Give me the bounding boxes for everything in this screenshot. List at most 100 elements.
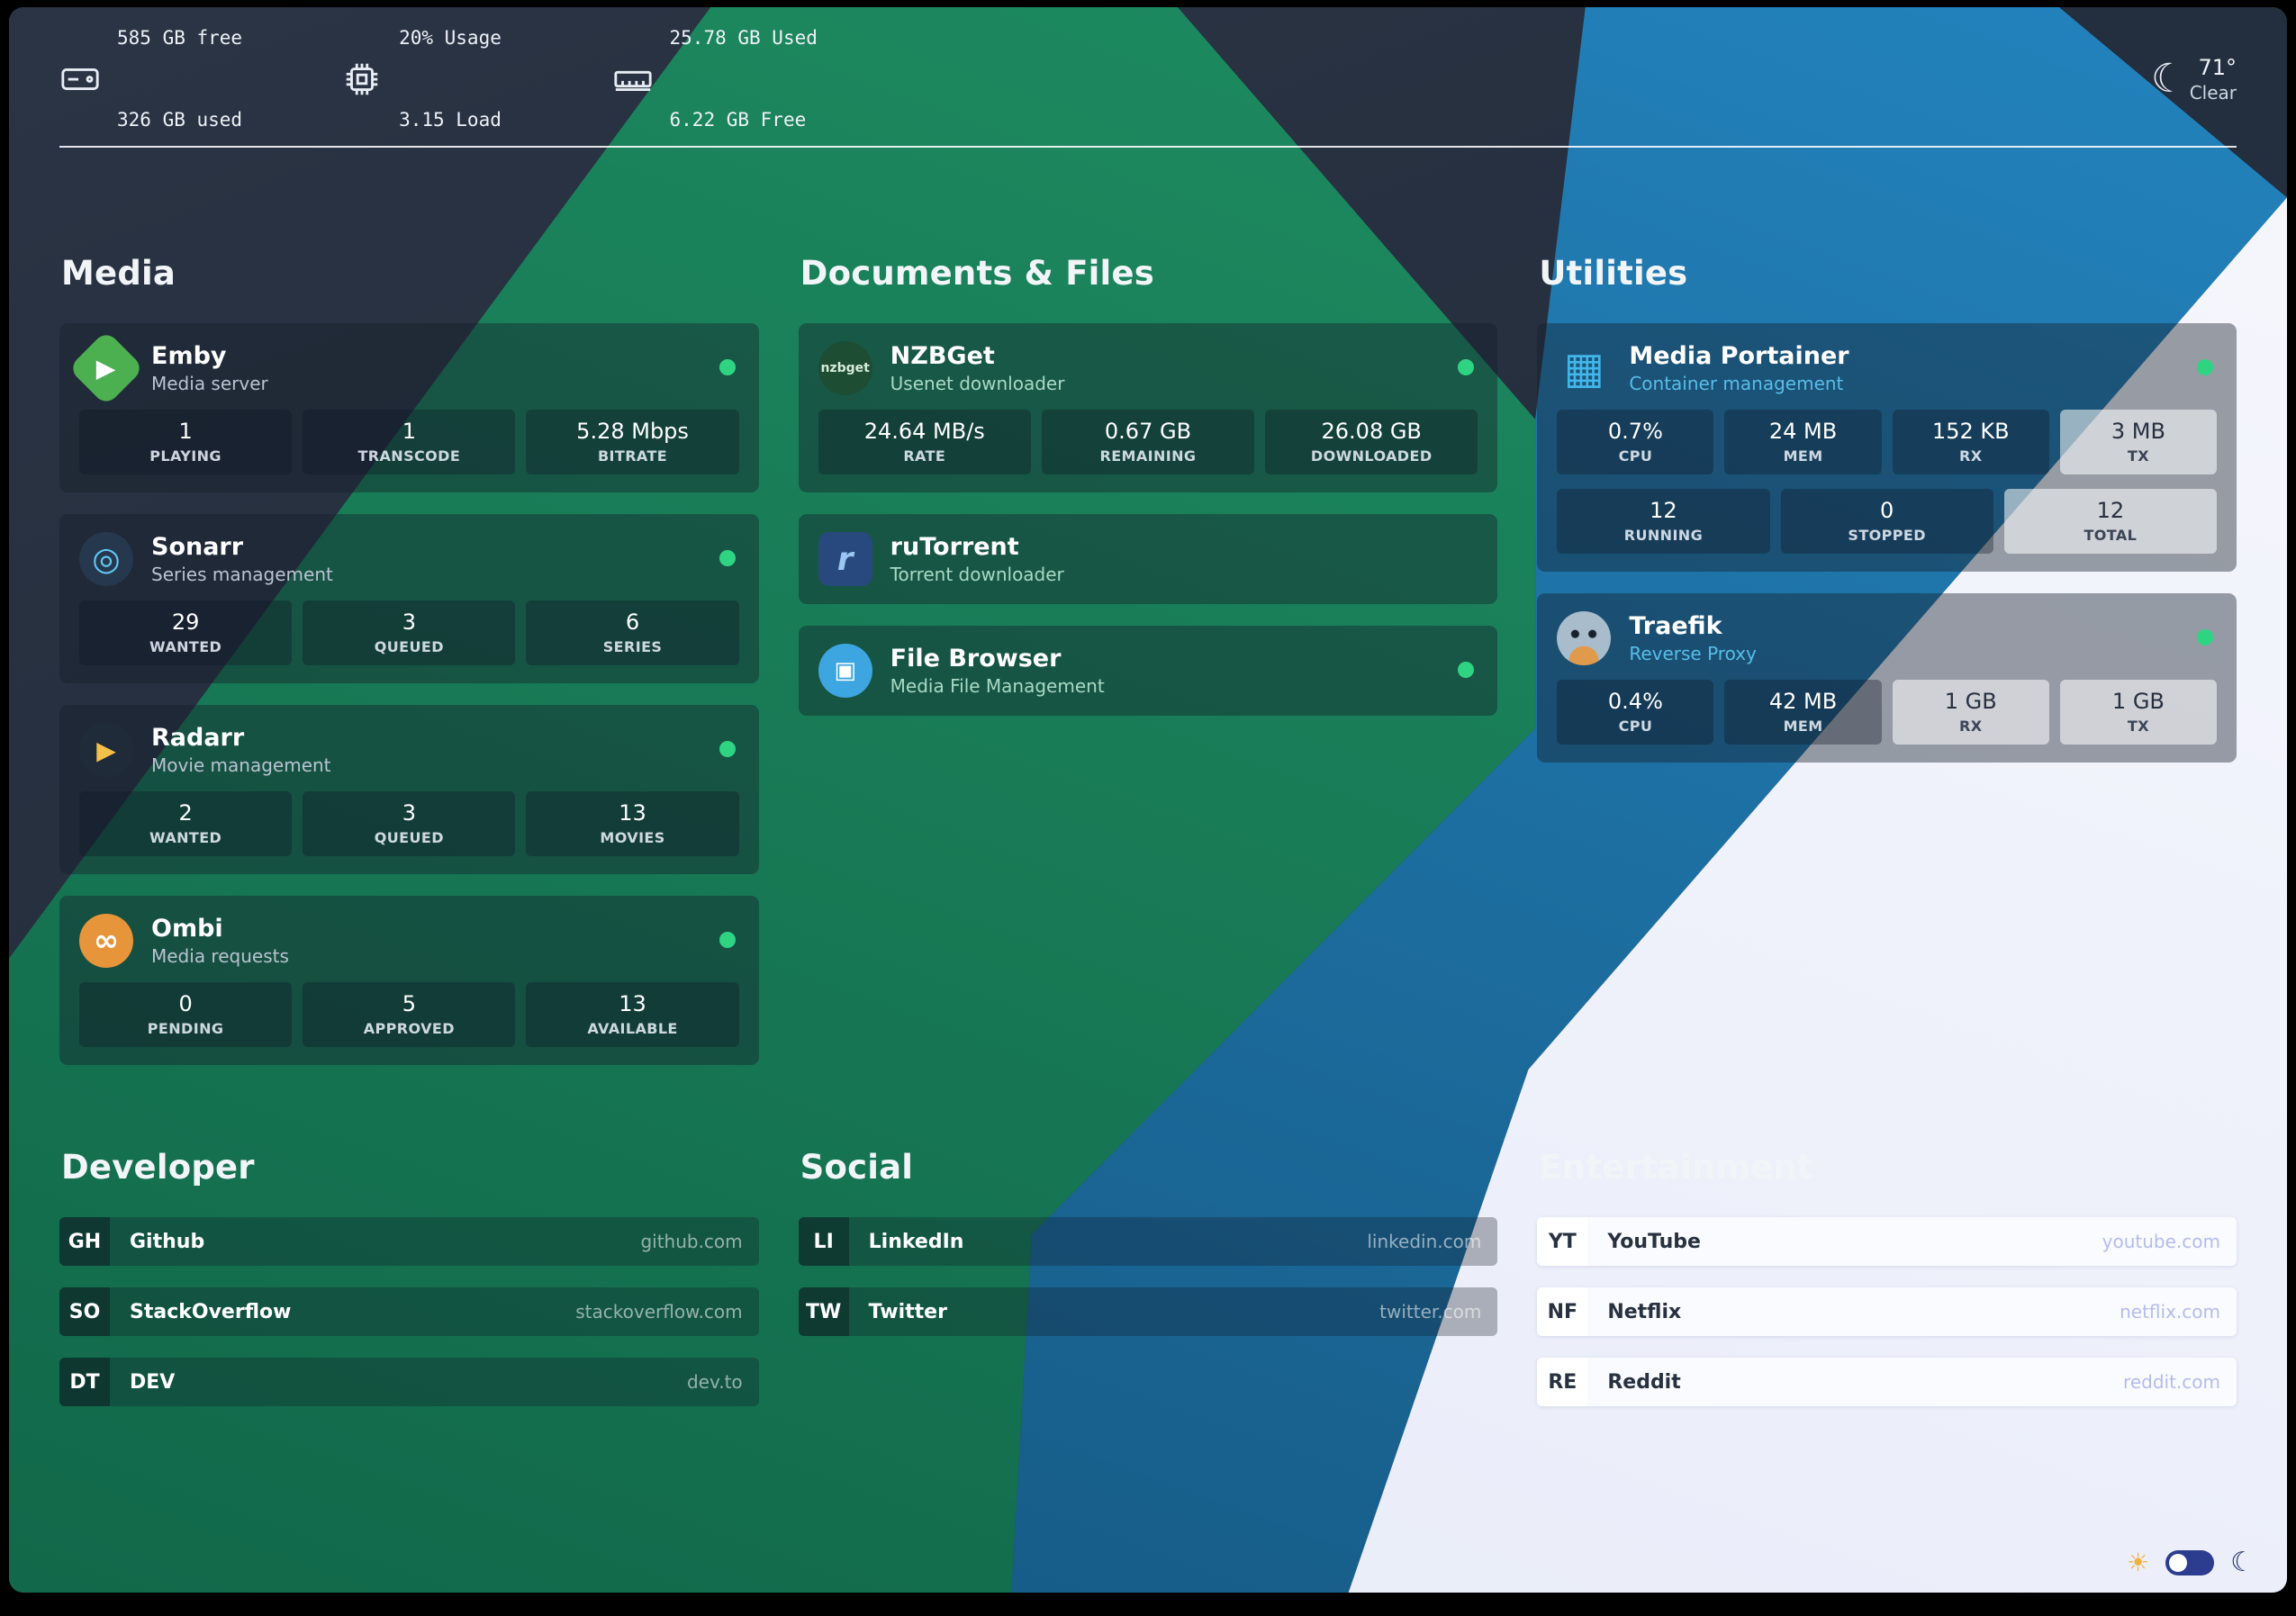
section-entertainment: Entertainment YT YouTube youtube.com NF … [1537, 1148, 2237, 1406]
bookmark-row-youtube[interactable]: YT YouTube youtube.com [1537, 1217, 2237, 1266]
stat-cpu: 0.4% CPU [1557, 680, 1714, 745]
stat-mem: 42 MB MEM [1724, 680, 1882, 745]
app-subtitle: Media requests [151, 945, 289, 967]
bookmark-label: StackOverflow [130, 1300, 292, 1323]
stat-mem: 24 MB MEM [1724, 410, 1882, 474]
stat-rx: 1 GB RX [1892, 680, 2049, 745]
stat-running: 12 RUNNING [1557, 489, 1770, 554]
theme-toggle-knob [2169, 1554, 2188, 1572]
ombi-icon: ∞ [79, 914, 133, 968]
cpu-metric: 20% Usage 3.15 Load [341, 7, 512, 189]
cpu-usage-text: 20% Usage [399, 27, 502, 50]
bookmark-url: reddit.com [2123, 1371, 2220, 1393]
traefik-icon [1557, 611, 1612, 665]
bookmark-label: DEV [130, 1370, 176, 1394]
app-card-traefik[interactable]: Traefik Reverse Proxy 0.4% CPU 42 MB [1537, 593, 2237, 763]
bookmark-label: Reddit [1607, 1370, 1681, 1394]
weather-temperature: 71° [2198, 55, 2237, 80]
app-name: ruTorrent [890, 533, 1019, 561]
ram-free-text: 6.22 GB Free [669, 109, 807, 131]
weather-widget: ☾ 71° Clear [2151, 55, 2237, 104]
status-online-dot [719, 359, 736, 375]
app-card-sonarr[interactable]: ◎ Sonarr Series management 29 WANTED [59, 514, 759, 683]
bookmark-row-github[interactable]: GH Github github.com [59, 1217, 759, 1266]
app-name: Media Portainer [1629, 342, 1849, 370]
status-online-dot [1458, 662, 1475, 678]
section-utilities: Utilities ▦ Media Portainer Container ma… [1537, 254, 2237, 1065]
stat-series: 6 SERIES [526, 600, 739, 665]
app-card-radarr[interactable]: ▶ Radarr Movie management 2 WANTED [59, 705, 759, 874]
bookmark-label: Twitter [868, 1300, 947, 1323]
disk-metric: 585 GB free 326 GB used [59, 7, 242, 189]
stat-queued: 3 QUEUED [303, 600, 516, 665]
bookmark-row-dev[interactable]: DT DEV dev.to [59, 1358, 759, 1406]
app-name: Traefik [1629, 612, 1722, 640]
section-title-media: Media [61, 254, 176, 293]
section-developer: Developer GH Github github.com SO StackO… [59, 1148, 759, 1406]
stat-remaining: 0.67 GB REMAINING [1041, 410, 1255, 474]
section-title-social: Social [800, 1148, 914, 1187]
moon-icon: ☾ [2151, 56, 2175, 102]
stat-rate: 24.64 MB/s RATE [818, 410, 1031, 474]
twitter-abbr-icon: TW [798, 1287, 849, 1336]
stat-queued: 3 QUEUED [303, 791, 516, 856]
ram-used-text: 25.78 GB Used [669, 27, 818, 50]
status-online-dot [719, 932, 736, 948]
app-card-nzbget[interactable]: nzbget NZBGet Usenet downloader 24.64 MB… [798, 323, 1498, 492]
bookmark-row-netflix[interactable]: NF Netflix netflix.com [1537, 1287, 2237, 1336]
disk-free-text: 585 GB free [117, 27, 243, 50]
bookmark-row-twitter[interactable]: TW Twitter twitter.com [798, 1287, 1498, 1336]
stat-tx: 1 GB TX [2059, 680, 2217, 745]
light-mode-sun-icon[interactable]: ☀ [2126, 1548, 2150, 1577]
app-card-ombi[interactable]: ∞ Ombi Media requests 0 PENDING [59, 896, 759, 1065]
app-name: Radarr [151, 724, 245, 752]
bookmark-label: Netflix [1607, 1300, 1682, 1323]
emby-icon: ▶ [68, 330, 145, 407]
bookmark-url: twitter.com [1379, 1301, 1482, 1323]
bookmark-row-reddit[interactable]: RE Reddit reddit.com [1537, 1358, 2237, 1406]
section-documents: Documents & Files nzbget NZBGet Usenet d… [798, 254, 1498, 1065]
stat-bitrate: 5.28 Mbps BITRATE [526, 410, 739, 474]
bookmark-row-stackoverflow[interactable]: SO StackOverflow stackoverflow.com [59, 1287, 759, 1336]
bookmark-url: linkedin.com [1367, 1231, 1482, 1252]
stat-approved: 5 APPROVED [303, 982, 516, 1047]
app-card-rutorrent[interactable]: r ruTorrent Torrent downloader [798, 514, 1498, 604]
app-card-filebrowser[interactable]: ▣ File Browser Media File Management [798, 626, 1498, 716]
bookmark-row-linkedin[interactable]: LI LinkedIn linkedin.com [798, 1217, 1498, 1266]
stat-available: 13 AVAILABLE [526, 982, 739, 1047]
reddit-abbr-icon: RE [1537, 1358, 1588, 1406]
bookmark-url: stackoverflow.com [575, 1301, 743, 1323]
bookmark-url: youtube.com [2102, 1231, 2220, 1252]
bookmark-label: Github [130, 1230, 205, 1253]
portainer-icon: ▦ [1563, 343, 1604, 393]
app-subtitle: Media File Management [890, 675, 1105, 697]
weather-condition: Clear [2189, 82, 2237, 104]
status-online-dot [1458, 359, 1475, 375]
app-card-emby[interactable]: ▶ Emby Media server 1 PLAYING [59, 323, 759, 492]
rutorrent-icon: r [818, 532, 872, 586]
app-subtitle: Usenet downloader [890, 373, 1065, 394]
radarr-icon: ▶ [79, 723, 133, 777]
stat-tx: 3 MB TX [2059, 410, 2217, 474]
status-online-dot [2197, 629, 2213, 645]
theme-toggle[interactable] [2165, 1550, 2215, 1575]
stat-rx: 152 KB RX [1892, 410, 2049, 474]
app-card-portainer[interactable]: ▦ Media Portainer Container management 0… [1537, 323, 2237, 572]
topbar-divider [59, 146, 2237, 148]
app-name: Emby [151, 342, 227, 370]
app-subtitle: Media server [151, 373, 268, 394]
ram-icon [613, 70, 652, 91]
disk-icon [61, 68, 99, 90]
app-name: NZBGet [890, 342, 995, 370]
dev-abbr-icon: DT [59, 1358, 110, 1406]
stat-stopped: 0 STOPPED [1780, 489, 1993, 554]
section-media: Media ▶ Emby Media server [59, 254, 759, 1065]
app-name: Ombi [151, 915, 223, 943]
theme-switcher: ☀ ☾ [2127, 1549, 2255, 1576]
ram-metric: 25.78 GB Used 6.22 GB Free [612, 7, 818, 189]
app-subtitle: Container management [1629, 373, 1844, 394]
section-title-utilities: Utilities [1539, 254, 1688, 293]
status-online-dot [2197, 359, 2213, 375]
dark-mode-moon-icon[interactable]: ☾ [2230, 1547, 2255, 1578]
status-online-dot [719, 741, 736, 757]
